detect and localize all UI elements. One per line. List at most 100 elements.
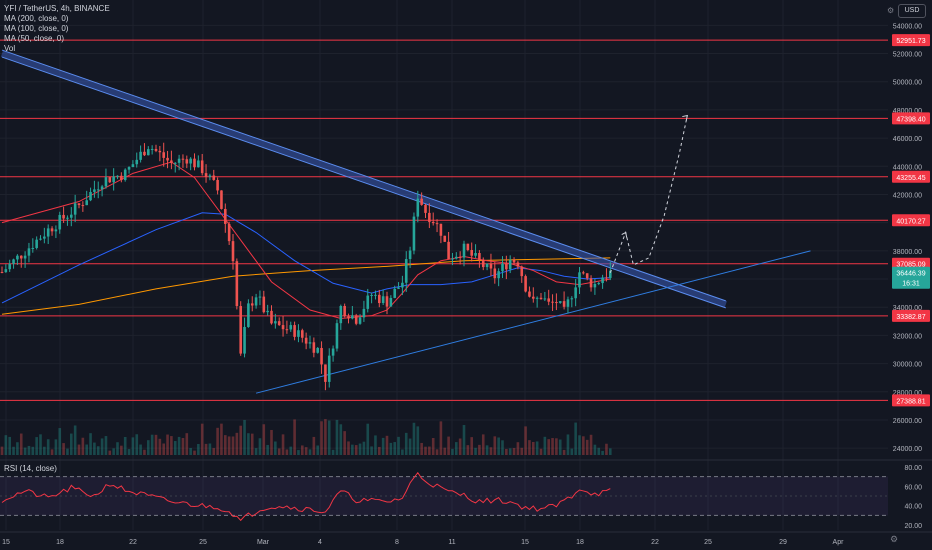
volume-bar [89,433,92,455]
candle-body [54,229,58,232]
volume-bar [378,446,381,455]
candle-body [543,298,547,300]
volume-bar [551,438,554,455]
candle-body [412,216,416,251]
volume-bar [327,420,331,455]
volume-bar [478,444,481,455]
candle-body [266,310,269,313]
candle-body [547,298,550,302]
candle-body [258,296,262,298]
volume-bar [46,439,50,455]
candle-body [370,294,373,296]
symbol-title[interactable]: YFI / TetherUS, 4h, BINANCE [4,4,110,13]
volume-bar [77,444,81,455]
candle-body [143,151,146,156]
volume-bar [224,435,227,455]
settings-gear-icon[interactable]: ⚙ [890,534,899,544]
volume-bar [343,431,346,455]
volume-bar [512,448,516,455]
candle-body [158,150,162,153]
candle-body [297,330,300,337]
gear-icon[interactable]: ⚙ [887,6,895,15]
candle-body [335,323,339,349]
candle-body [216,179,219,191]
level-price-tag [892,34,930,47]
candle-body [100,186,104,190]
candle-body [501,263,504,272]
candle-body [424,204,427,213]
ma50-line [1,161,611,319]
currency-button[interactable]: USD [898,4,926,18]
ma100-label[interactable]: MA (100, close, 0) [4,24,69,33]
level-price-tag [892,394,930,407]
ma200-label[interactable]: MA (200, close, 0) [4,14,69,23]
candle-body [239,306,242,354]
candle-body [170,160,173,163]
candle-body [605,277,608,279]
candle-body [204,173,208,177]
candle-body [508,259,512,270]
candle-body [532,296,535,299]
candle-body [493,268,497,279]
volume-bar [120,445,123,455]
volume-bar [505,448,508,455]
volume-label[interactable]: Vol [4,44,16,53]
candle-body [77,203,81,206]
candle-body [447,241,450,260]
volume-bar [578,435,581,455]
volume-bar [528,440,531,455]
volume-bar [254,448,258,455]
ma50-label[interactable]: MA (50, close, 0) [4,34,65,43]
volume-bar [455,442,458,455]
candle-body [220,190,223,209]
volume-bar [401,449,404,455]
volume-bar [31,446,35,455]
rsi-band [0,476,888,516]
volume-bar [524,426,527,455]
volume-bar [358,443,362,455]
volume-bar [27,445,31,455]
volume-bar [362,441,366,455]
candle-body [12,259,15,264]
candle-body [173,162,177,164]
volume-bar [197,443,200,455]
volume-bar [447,436,450,455]
volume-bar [535,441,539,455]
wedge-trendlines[interactable] [0,49,811,394]
level-price-text: 37085.09 [896,262,925,269]
volume-bar [216,427,219,455]
volume-bar [154,434,158,455]
volume-bar [227,436,231,455]
candle-body [135,159,139,165]
candle-body [489,263,493,269]
volume-bar [451,448,454,455]
time-axis[interactable]: 15 18 22 25 Mar 4 8 11 15 18 22 25 29 Apr [0,531,932,546]
candle-body [120,175,123,181]
volume-bar [381,437,385,455]
rsi-label[interactable]: RSI (14, close) [4,464,57,473]
time-tick-label: 8 [395,539,399,546]
volume-bar [308,449,312,455]
level-price-text: 47398.40 [896,116,925,123]
candle-body [466,243,470,251]
candle-body [127,167,131,170]
chart-legend: YFI / TetherUS, 4h, BINANCE MA (200, clo… [4,4,110,54]
grid-lines [0,0,888,530]
projection-arrowhead [682,114,688,121]
volume-bar [147,440,150,455]
candle-body [0,271,4,273]
volume-bar [85,444,88,455]
price-axis[interactable]: 54000.00 52000.00 50000.00 48000.00 46000.00… [888,0,932,550]
candle-body [512,259,516,263]
candle-body [381,296,385,304]
volume-bar [539,448,543,455]
volume-bar [285,449,289,455]
candle-body [162,152,165,158]
candle-body [435,223,439,225]
volume-bar [135,434,139,455]
candle-body [208,175,212,177]
volume-bar [289,446,293,455]
candle-body [46,228,50,237]
projection-path [609,114,688,273]
